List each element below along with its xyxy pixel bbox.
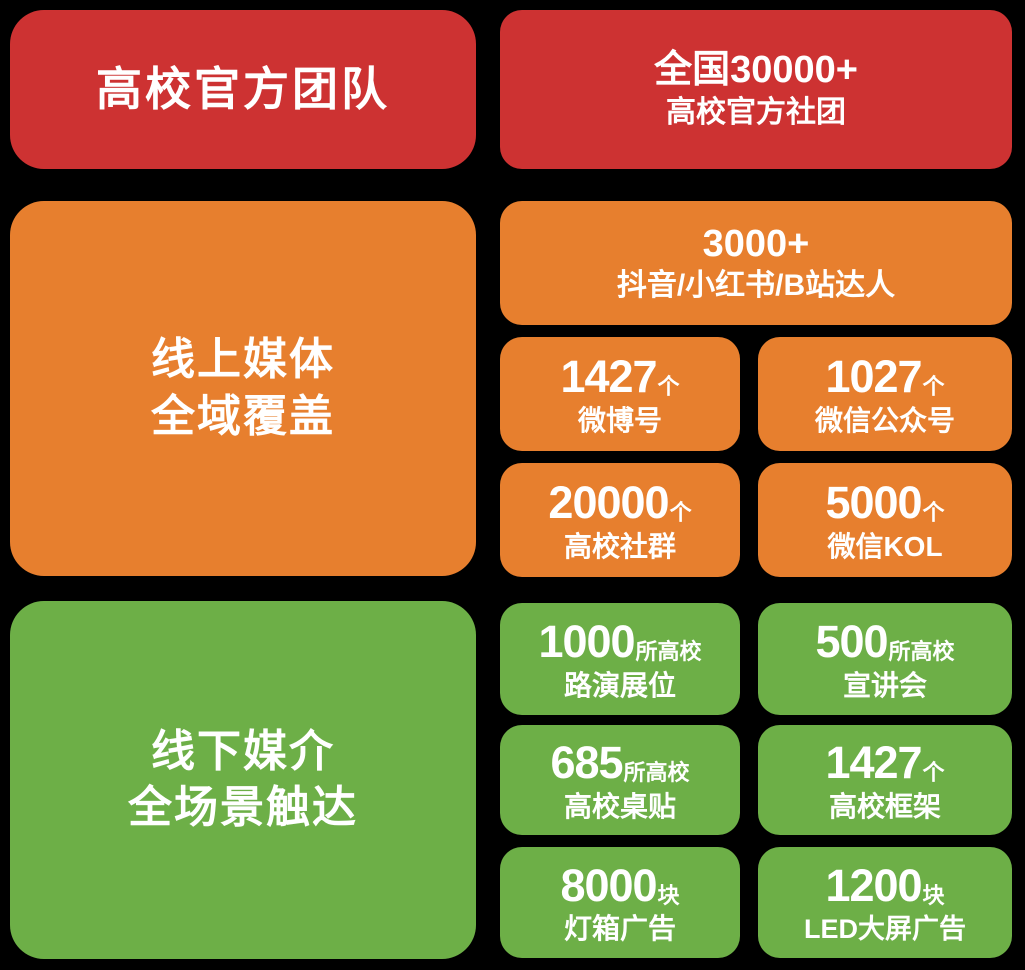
card-kol-creators: 3000+ 抖音/小红书/B站达人 bbox=[500, 201, 1012, 325]
card-campus-frame-ads: 1427个 高校框架 bbox=[758, 725, 1012, 835]
card-campus-desk-decal-caption: 高校桌贴 bbox=[563, 790, 676, 822]
card-wechat-official-accounts-caption: 微信公众号 bbox=[814, 404, 955, 436]
panel-offline-media: 线下媒介 全场景触达 bbox=[10, 601, 476, 959]
card-campus-communities-caption: 高校社群 bbox=[563, 530, 676, 562]
card-lightbox-ads-value-row: 8000块 bbox=[560, 859, 680, 911]
card-info-session-unit: 所高校 bbox=[888, 639, 955, 665]
card-info-session: 500所高校 宣讲会 bbox=[758, 603, 1012, 715]
card-campus-communities-unit: 个 bbox=[669, 500, 692, 526]
card-wechat-kol-value-row: 5000个 bbox=[825, 477, 945, 529]
card-weibo-accounts-value-row: 1427个 bbox=[560, 351, 680, 403]
card-lightbox-ads-unit: 块 bbox=[657, 882, 680, 908]
card-kol-creators-sub: 抖音/小红书/B站达人 bbox=[616, 269, 896, 303]
card-weibo-accounts-caption: 微博号 bbox=[577, 404, 662, 436]
card-weibo-accounts: 1427个 微博号 bbox=[500, 337, 740, 451]
panel-online-media-label: 线上媒体 全域覆盖 bbox=[151, 335, 335, 441]
card-info-session-value: 500 bbox=[815, 616, 888, 668]
card-weibo-accounts-unit: 个 bbox=[657, 374, 680, 400]
card-wechat-kol-value: 5000 bbox=[825, 477, 922, 529]
card-wechat-official-accounts-value: 1027 bbox=[825, 351, 922, 403]
card-lightbox-ads-value: 8000 bbox=[560, 859, 657, 911]
panel-online-media: 线上媒体 全域覆盖 bbox=[10, 201, 476, 576]
card-weibo-accounts-value: 1427 bbox=[560, 351, 657, 403]
card-roadshow-booth: 1000所高校 路演展位 bbox=[500, 603, 740, 715]
panel-official-team: 高校官方团队 bbox=[10, 10, 476, 169]
card-campus-desk-decal-value-row: 685所高校 bbox=[550, 737, 690, 789]
card-campus-communities-value: 20000 bbox=[548, 477, 669, 529]
card-official-club-total-sub: 高校官方社团 bbox=[666, 95, 846, 129]
card-campus-desk-decal-value: 685 bbox=[550, 737, 623, 789]
card-wechat-kol-unit: 个 bbox=[922, 500, 945, 526]
card-official-club-total: 全国30000+ 高校官方社团 bbox=[500, 10, 1012, 169]
card-kol-creators-headline: 3000+ bbox=[702, 222, 810, 265]
card-wechat-official-accounts-value-row: 1027个 bbox=[825, 351, 945, 403]
card-campus-desk-decal-unit: 所高校 bbox=[623, 760, 690, 786]
card-campus-frame-ads-caption: 高校框架 bbox=[828, 790, 941, 822]
card-campus-desk-decal: 685所高校 高校桌贴 bbox=[500, 725, 740, 835]
card-campus-frame-ads-unit: 个 bbox=[922, 760, 945, 786]
card-lightbox-ads: 8000块 灯箱广告 bbox=[500, 847, 740, 958]
card-led-screen-ads-caption: LED大屏广告 bbox=[804, 913, 966, 944]
card-led-screen-ads-unit: 块 bbox=[922, 883, 945, 909]
card-roadshow-booth-value: 1000 bbox=[538, 616, 635, 668]
card-campus-communities-value-row: 20000个 bbox=[548, 477, 692, 529]
card-official-club-total-headline: 全国30000+ bbox=[654, 49, 858, 92]
card-lightbox-ads-caption: 灯箱广告 bbox=[563, 913, 676, 945]
panel-offline-media-label: 线下媒介 全场景触达 bbox=[128, 726, 358, 832]
card-led-screen-ads-value: 1200 bbox=[825, 860, 922, 912]
panel-official-team-label: 高校官方团队 bbox=[96, 63, 390, 116]
card-roadshow-booth-value-row: 1000所高校 bbox=[538, 616, 702, 668]
card-wechat-official-accounts-unit: 个 bbox=[922, 374, 945, 400]
card-wechat-kol: 5000个 微信KOL bbox=[758, 463, 1012, 577]
card-campus-frame-ads-value: 1427 bbox=[825, 737, 922, 789]
card-roadshow-booth-unit: 所高校 bbox=[635, 639, 702, 665]
card-led-screen-ads: 1200块 LED大屏广告 bbox=[758, 847, 1012, 958]
card-info-session-caption: 宣讲会 bbox=[842, 669, 927, 701]
card-wechat-kol-caption: 微信KOL bbox=[827, 530, 943, 562]
card-campus-frame-ads-value-row: 1427个 bbox=[825, 737, 945, 789]
card-wechat-official-accounts: 1027个 微信公众号 bbox=[758, 337, 1012, 451]
card-info-session-value-row: 500所高校 bbox=[815, 616, 955, 668]
card-campus-communities: 20000个 高校社群 bbox=[500, 463, 740, 577]
card-led-screen-ads-value-row: 1200块 bbox=[825, 860, 945, 912]
card-roadshow-booth-caption: 路演展位 bbox=[563, 669, 676, 701]
